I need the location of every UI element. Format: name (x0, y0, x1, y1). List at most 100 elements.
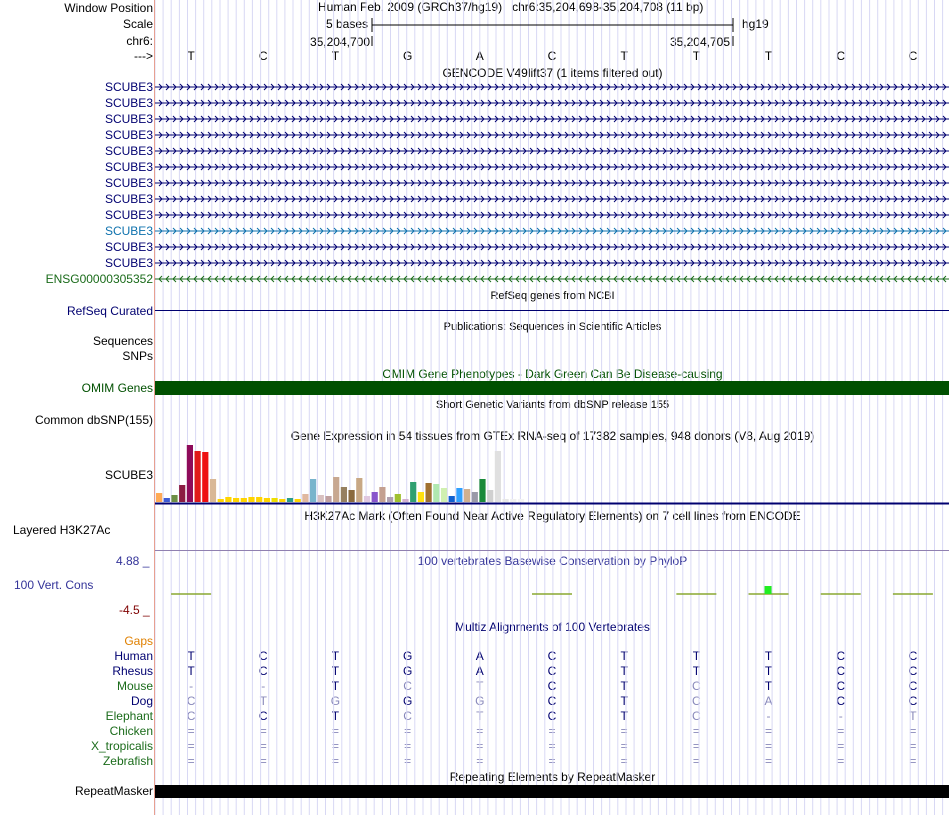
gtex-tissue-bar (487, 490, 494, 502)
gtex-tissue-bar (433, 484, 440, 502)
coord-right: 35,204,705 (669, 35, 730, 49)
gencode-item-label[interactable]: SCUBE3 (104, 144, 153, 158)
alignment-base: = (404, 754, 412, 768)
species-label[interactable]: Zebrafish (102, 754, 153, 768)
omim-label[interactable]: OMIM Genes (81, 381, 153, 395)
alignment-base: A (475, 649, 484, 663)
gtex-tissue-bar (271, 498, 278, 502)
gencode-item-label[interactable]: SCUBE3 (104, 208, 153, 222)
assembly-title[interactable]: Human Feb. 2009 (GRCh37/hg19) chr6:35,20… (318, 0, 703, 14)
alignment-base: T (476, 709, 484, 723)
alignment-base: T (620, 679, 628, 693)
alignment-base: G (402, 649, 413, 663)
alignment-base: = (837, 754, 845, 768)
gencode-item-label[interactable]: SCUBE3 (104, 96, 153, 110)
gencode-strand-arrows (158, 211, 947, 219)
species-label[interactable]: Elephant (105, 709, 153, 723)
gencode-strand-arrows (158, 243, 947, 251)
rmsk-title[interactable]: Repeating Elements by RepeatMasker (449, 770, 656, 784)
species-label[interactable]: X_tropicalis (90, 739, 153, 753)
rmsk-label[interactable]: RepeatMasker (74, 784, 153, 798)
alignment-base: T (764, 679, 773, 693)
phylop-label[interactable]: 100 Vert. Cons (14, 578, 94, 592)
gencode-item-label[interactable]: SCUBE3 (104, 176, 153, 190)
alignment-base: T (620, 664, 628, 678)
h3k27ac-label[interactable]: Layered H3K27Ac (13, 523, 111, 537)
dbsnp-title[interactable]: Short Genetic Variants from dbSNP releas… (435, 399, 670, 411)
base-6: T (620, 49, 628, 63)
gencode-item-label[interactable]: SCUBE3 (104, 80, 153, 94)
gtex-tissue-bar (387, 497, 394, 502)
gtex-tissue-bar (448, 496, 455, 502)
gencode-item-label[interactable]: SCUBE3 (104, 256, 153, 270)
refseq-title[interactable]: RefSeq genes from NCBI (490, 290, 615, 302)
gtex-tissue-bar (379, 487, 386, 502)
gtex-label[interactable]: SCUBE3 (104, 468, 153, 482)
pubs-snps-label[interactable]: SNPs (122, 349, 153, 363)
gtex-tissue-bar (156, 493, 163, 502)
gtex-tissue-bar (440, 488, 448, 502)
gtex-tissue-bar (417, 492, 424, 502)
gencode-strand-arrows (158, 163, 947, 171)
alignment-base: G (402, 664, 413, 678)
refseq-label[interactable]: RefSeq Curated (66, 304, 153, 318)
gencode-item-label[interactable]: SCUBE3 (104, 160, 153, 174)
pubs-title[interactable]: Publications: Sequences in Scientific Ar… (443, 321, 662, 333)
alignment-base: G (330, 694, 341, 708)
species-label[interactable]: Rhesus (112, 664, 153, 678)
alignment-base: = (331, 754, 339, 768)
gtex-tissue-bar (256, 497, 263, 502)
gencode-item-label[interactable]: SCUBE3 (104, 224, 153, 238)
position-range: chr6:35,204,698-35,204,708 (11 bp) (512, 0, 704, 14)
alignment-base: = (476, 754, 484, 768)
scale-label: Scale (122, 17, 153, 31)
alignment-base: C (908, 679, 918, 693)
alignment-base: = (692, 739, 700, 753)
gencode-item-label[interactable]: SCUBE3 (104, 192, 153, 206)
gencode-item-label[interactable]: ENSG00000305352 (45, 272, 153, 286)
omim-title[interactable]: OMIM Gene Phenotypes - Dark Green Can Be… (382, 367, 723, 381)
alignment-base: = (548, 754, 556, 768)
base-3: G (402, 49, 413, 63)
gtex-tissue-bar (356, 478, 363, 502)
gtex-tissue-bar (202, 452, 209, 502)
phylop-min: -4.5 _ (119, 603, 150, 617)
gencode-item-label[interactable]: SCUBE3 (104, 128, 153, 142)
gencode-strand-arrows (158, 131, 947, 139)
gtex-tissue-bar (263, 498, 270, 502)
species-label[interactable]: Mouse (116, 679, 153, 693)
h3k27ac-title[interactable]: H3K27Ac Mark (Often Found Near Active Re… (304, 509, 801, 523)
multiz-title[interactable]: Multiz Alignments of 100 Vertebrates (455, 620, 650, 634)
gencode-item-label[interactable]: SCUBE3 (104, 240, 153, 254)
alignment-base: = (259, 724, 267, 738)
gencode-title[interactable]: GENCODE V49lift37 (1 items filtered out) (442, 66, 663, 80)
alignment-base: C (547, 709, 557, 723)
alignment-base: = (259, 739, 267, 753)
alignment-base: - (766, 709, 771, 723)
phylop-title[interactable]: 100 vertebrates Basewise Conservation by… (417, 554, 688, 568)
omim-bar (155, 381, 949, 395)
gtex-tissue-bar (479, 479, 486, 502)
gtex-tissue-bar (371, 492, 378, 502)
alignment-base: = (765, 724, 773, 738)
alignment-base: = (187, 724, 195, 738)
gtex-tissue-bar (471, 492, 478, 502)
gtex-title[interactable]: Gene Expression in 54 tissues from GTEx … (290, 429, 815, 443)
gtex-tissue-bar (279, 499, 286, 502)
dbsnp-label[interactable]: Common dbSNP(155) (34, 413, 153, 427)
gtex-tissue-bar (517, 499, 525, 502)
gtex-tissue-bar (317, 495, 324, 502)
gtex-tissue-bar (163, 498, 170, 502)
alignment-base: C (836, 649, 846, 663)
gencode-strand-arrows (158, 147, 947, 155)
species-label[interactable]: Chicken (109, 724, 153, 738)
gtex-tissue-bar (302, 494, 309, 502)
gencode-strand-arrows (158, 259, 947, 267)
gtex-tissue-bar (225, 497, 232, 502)
species-label[interactable]: Dog (130, 694, 153, 708)
gencode-item-label[interactable]: SCUBE3 (104, 112, 153, 126)
species-label[interactable]: Human (114, 649, 153, 663)
gtex-tissue-bar (464, 489, 471, 502)
pubs-sequences-label[interactable]: Sequences (92, 334, 153, 348)
